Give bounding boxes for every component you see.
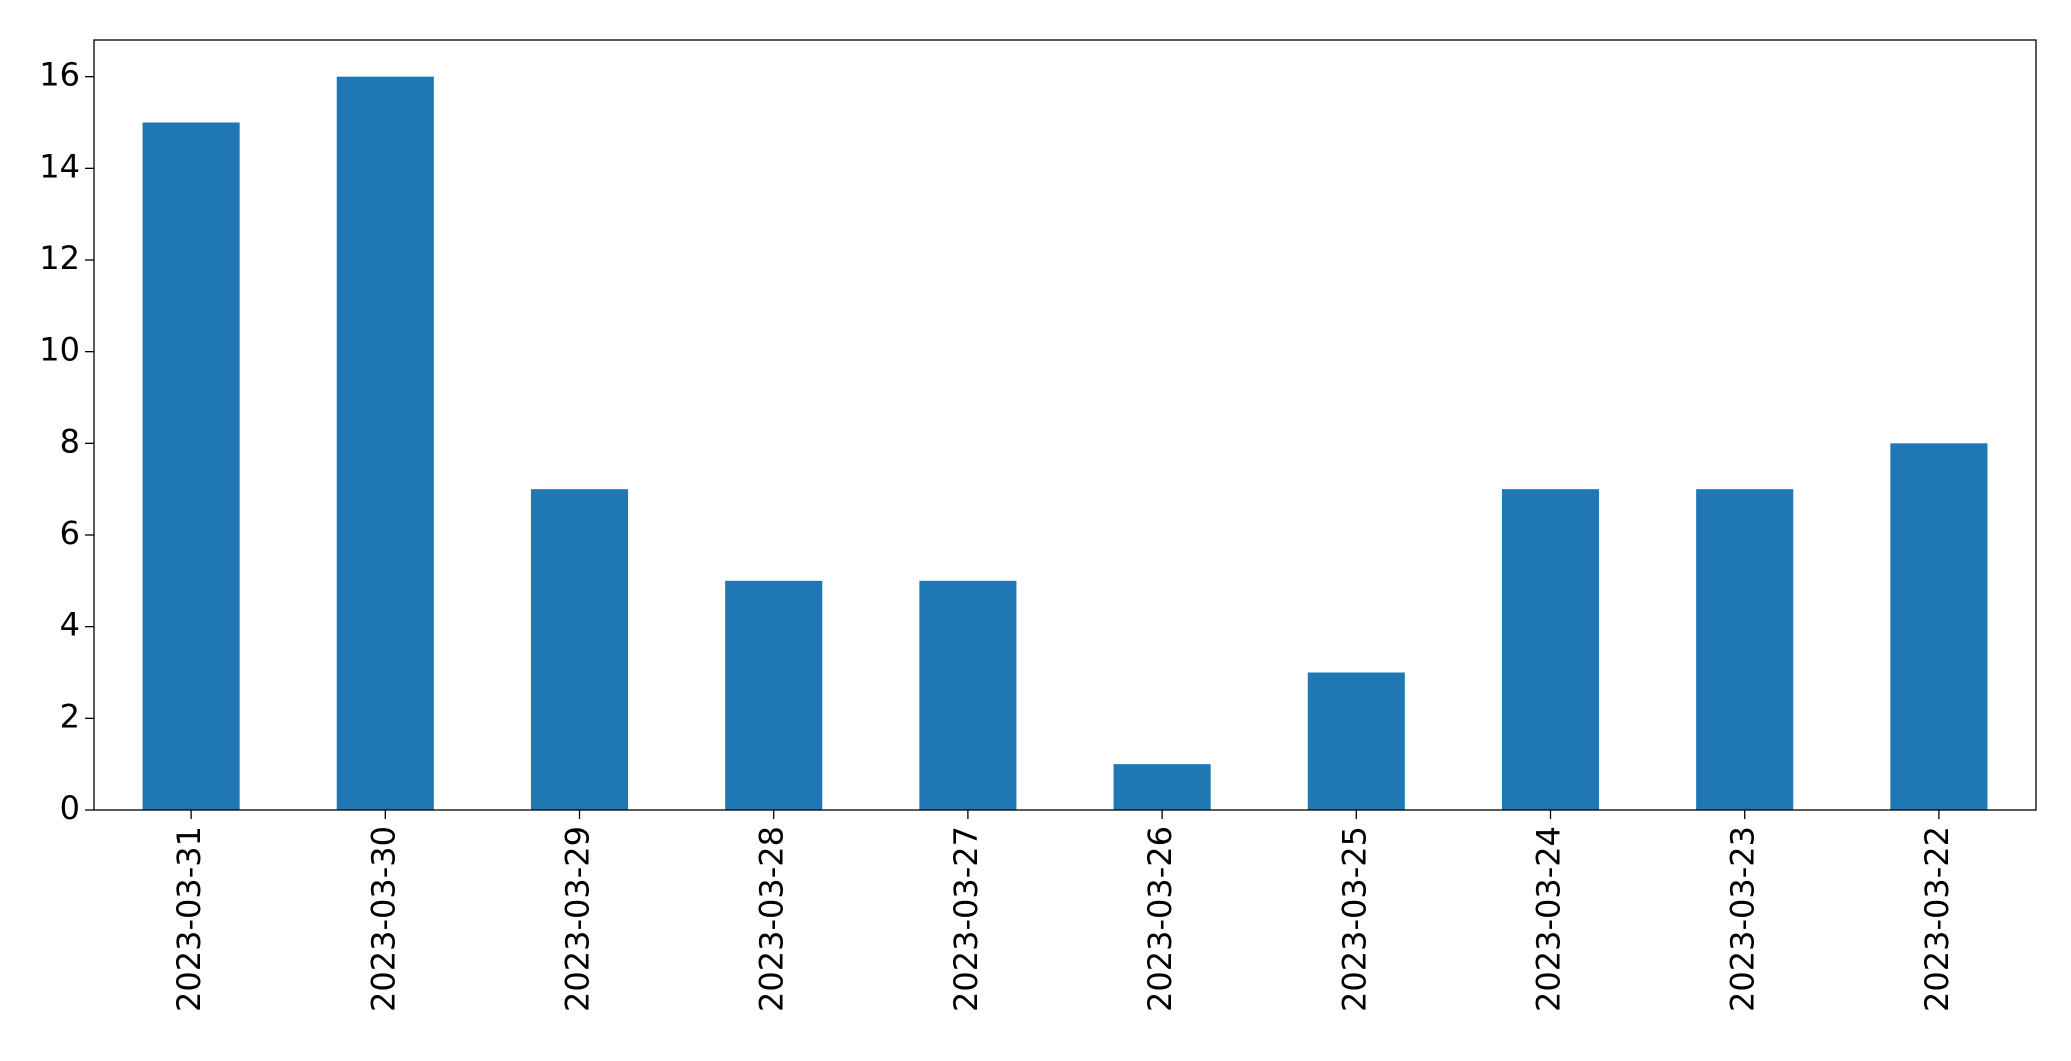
bar [1307, 672, 1405, 810]
bar [336, 76, 434, 810]
bar [1501, 489, 1600, 810]
x-tick-label: 2023-03-29 [559, 826, 597, 1012]
y-tick-label: 8 [60, 422, 80, 460]
plot-area [142, 76, 1988, 810]
x-tick-label: 2023-03-27 [947, 826, 985, 1012]
y-tick-label: 2 [60, 697, 80, 735]
y-tick-label: 16 [39, 56, 80, 94]
x-tick-label: 2023-03-23 [1724, 826, 1762, 1012]
bar [1890, 443, 1988, 810]
x-tick-label: 2023-03-26 [1141, 826, 1179, 1012]
x-tick-label: 2023-03-25 [1335, 826, 1373, 1012]
bar [1113, 764, 1211, 810]
x-tick-label: 2023-03-31 [170, 826, 208, 1012]
x-tick-label: 2023-03-22 [1918, 826, 1956, 1012]
x-tick-label: 2023-03-30 [364, 826, 402, 1012]
x-tick-label: 2023-03-24 [1530, 826, 1568, 1012]
bar [530, 489, 629, 810]
x-tick-label: 2023-03-28 [753, 826, 791, 1012]
bar [725, 580, 823, 810]
bar [1696, 489, 1794, 810]
bar [142, 122, 240, 810]
plot-frame [93, 39, 2037, 811]
y-tick-label: 12 [39, 239, 80, 277]
bar [919, 580, 1017, 810]
y-tick-label: 10 [39, 331, 80, 369]
y-tick-label: 4 [60, 606, 80, 644]
y-tick-label: 6 [60, 514, 80, 552]
y-tick-label: 14 [39, 147, 80, 185]
y-tick-label: 0 [60, 789, 80, 827]
